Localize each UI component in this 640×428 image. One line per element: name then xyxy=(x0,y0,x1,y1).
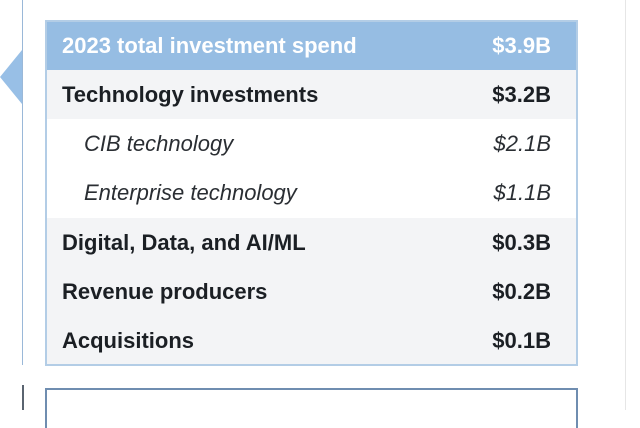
table-row-cib-technology: CIB technology $2.1B xyxy=(47,119,576,169)
table-row-revenue-producers: Revenue producers $0.2B xyxy=(47,267,576,317)
right-edge-line xyxy=(625,0,626,410)
row-value: $1.1B xyxy=(493,180,552,206)
row-value: $2.1B xyxy=(493,130,552,156)
table-row-technology-investments: Technology investments $3.2B xyxy=(47,70,576,120)
header-value: $3.9B xyxy=(492,33,551,58)
left-vertical-rule xyxy=(22,0,23,365)
row-label: Digital, Data, and AI/ML xyxy=(62,229,306,255)
row-value: $0.1B xyxy=(492,328,551,354)
callout-pointer-icon xyxy=(0,50,22,104)
row-label: CIB technology xyxy=(84,130,234,156)
row-label: Acquisitions xyxy=(62,328,195,354)
left-vertical-rule-lower xyxy=(22,385,24,410)
row-value: $0.3B xyxy=(492,229,551,255)
next-panel-top-edge xyxy=(45,388,578,428)
row-value: $0.2B xyxy=(492,278,551,304)
investment-table: 2023 total investment spend $3.9B Techno… xyxy=(45,20,578,366)
table-row-acquisitions: Acquisitions $0.1B xyxy=(47,316,576,364)
header-label: 2023 total investment spend xyxy=(62,33,357,58)
row-label: Enterprise technology xyxy=(84,180,297,206)
row-label: Technology investments xyxy=(62,81,319,107)
row-value: $3.2B xyxy=(492,81,551,107)
table-header-row: 2023 total investment spend $3.9B xyxy=(47,22,576,70)
row-label: Revenue producers xyxy=(62,278,268,304)
table-row-enterprise-technology: Enterprise technology $1.1B xyxy=(47,168,576,218)
table-row-digital-data-ai-ml: Digital, Data, and AI/ML $0.3B xyxy=(47,217,576,268)
